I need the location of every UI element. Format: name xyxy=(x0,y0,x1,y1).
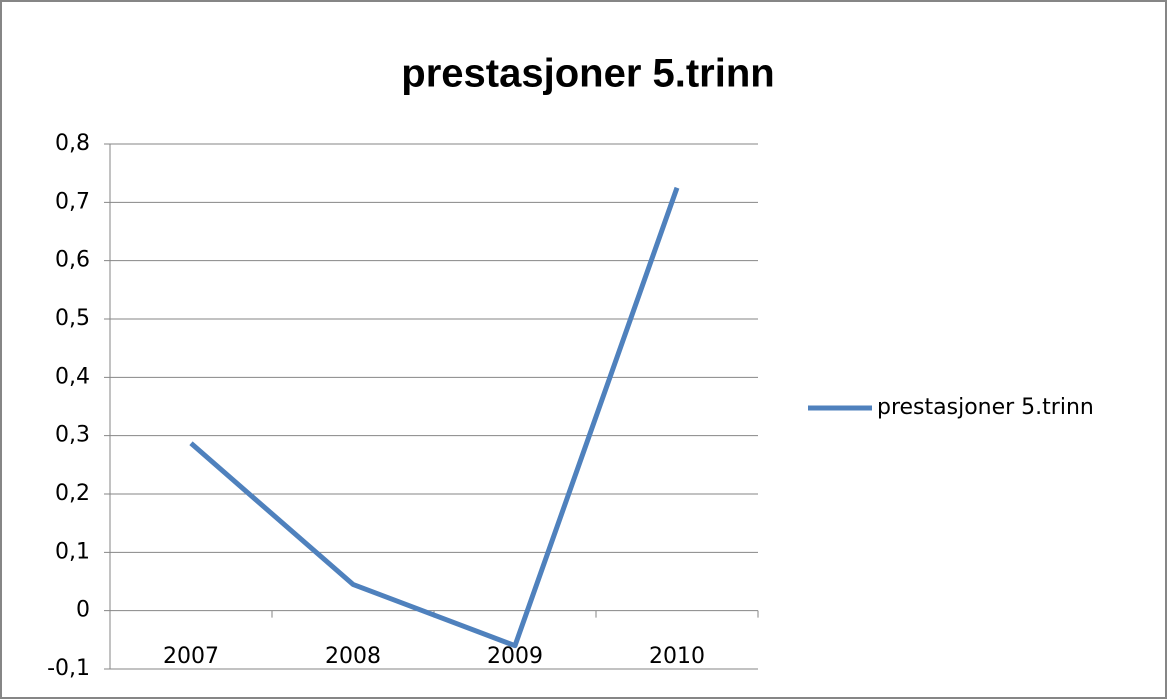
y-tick-label: 0,7 xyxy=(55,189,90,214)
y-tick-label: 0,2 xyxy=(55,481,90,506)
x-tick-label: 2010 xyxy=(649,644,705,669)
y-tick-label: 0,4 xyxy=(55,364,90,389)
y-tick-label: 0,1 xyxy=(55,539,90,564)
data-line xyxy=(189,186,680,649)
chart-title: prestasjoner 5.trinn xyxy=(401,52,774,96)
x-tick-label: 2008 xyxy=(325,644,381,669)
y-tick-label: 0,5 xyxy=(55,306,90,331)
y-tick-label: 0,3 xyxy=(55,423,90,448)
y-tick-label: 0,8 xyxy=(55,131,90,156)
x-tick-label: 2007 xyxy=(163,644,219,669)
y-tick-label: 0 xyxy=(76,598,90,623)
y-tick-label: -0,1 xyxy=(47,656,90,681)
y-tick-label: 0,6 xyxy=(55,248,90,273)
legend-label: prestasjoner 5.trinn xyxy=(877,395,1094,420)
